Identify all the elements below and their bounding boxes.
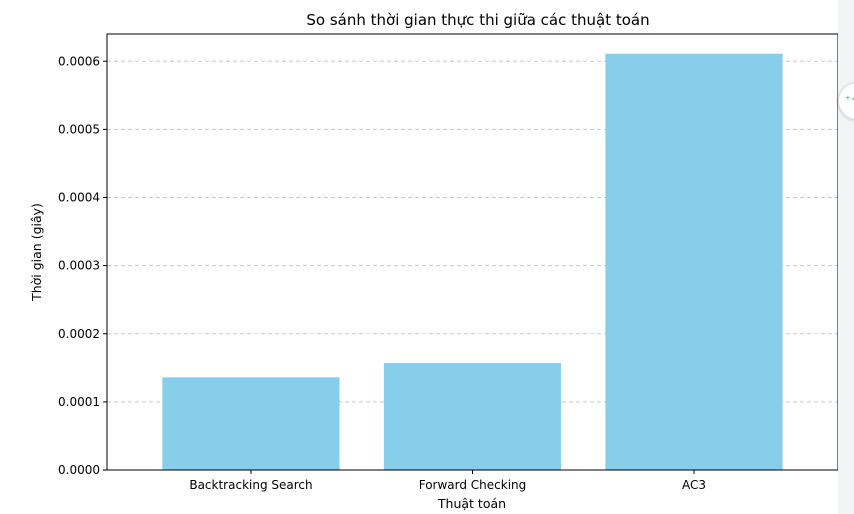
y-axis-ticks: 0.0000 0.0001 0.0002 0.0003 0.0004 0.0005 0.00… <box>58 54 107 477</box>
x-axis-ticks: Backtracking Search Forward Checking AC3 <box>189 470 706 492</box>
sparkle-icon: ⁺✦ <box>845 93 854 106</box>
x-tick-label: AC3 <box>682 478 706 492</box>
bars <box>162 53 783 470</box>
y-tick-label: 0.0006 <box>58 54 100 68</box>
y-tick-label: 0.0005 <box>58 122 100 136</box>
right-panel-edge <box>838 0 854 514</box>
y-axis-label: Thời gian (giây) <box>29 203 44 302</box>
x-tick-label: Forward Checking <box>419 478 527 492</box>
bar <box>162 377 340 470</box>
y-tick-label: 0.0000 <box>58 463 100 477</box>
x-tick-label: Backtracking Search <box>189 478 312 492</box>
y-tick-label: 0.0004 <box>58 191 100 205</box>
x-axis-label: Thuật toán <box>437 496 506 511</box>
bar <box>605 53 783 470</box>
y-tick-label: 0.0002 <box>58 327 100 341</box>
bar <box>383 363 562 470</box>
chart-title: So sánh thời gian thực thi giữa các thuậ… <box>306 11 649 29</box>
y-tick-label: 0.0001 <box>58 395 100 409</box>
y-tick-label: 0.0003 <box>58 259 100 273</box>
